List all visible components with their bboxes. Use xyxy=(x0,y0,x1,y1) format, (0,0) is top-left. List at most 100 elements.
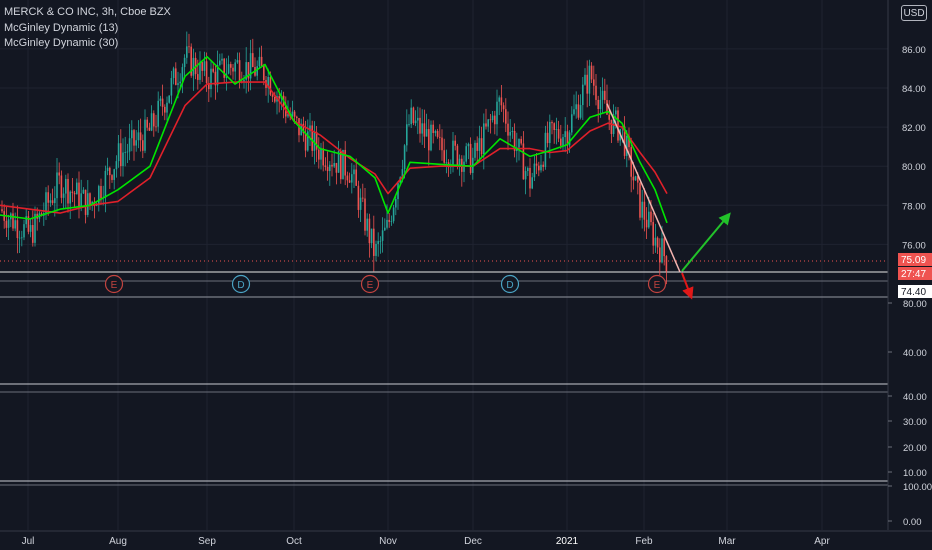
symbol-title[interactable]: MERCK & CO INC, 3h, Cboe BZX xyxy=(4,6,171,18)
candle xyxy=(142,140,144,151)
pane-tick-label: 100.00 xyxy=(903,482,932,493)
pane-tick-label: 40.00 xyxy=(903,392,927,403)
indicator-label-13[interactable]: McGinley Dynamic (13) xyxy=(4,21,119,34)
candle xyxy=(656,237,659,248)
candle xyxy=(465,146,467,162)
candle xyxy=(632,176,635,181)
candle xyxy=(590,65,593,80)
candle xyxy=(216,65,219,86)
candle xyxy=(483,123,485,155)
chart-legend: MERCK & CO INC, 3h, Cboe BZX McGinley Dy… xyxy=(4,5,171,52)
candle xyxy=(529,167,531,189)
candle xyxy=(491,115,494,121)
price-tick-label: 78.00 xyxy=(902,201,926,212)
candle xyxy=(133,130,135,146)
candle xyxy=(452,140,454,165)
candle xyxy=(439,136,441,138)
candle xyxy=(186,46,188,58)
candle xyxy=(157,100,159,127)
candle xyxy=(423,123,426,137)
currency-button[interactable]: USD xyxy=(901,5,927,21)
candle xyxy=(634,176,637,181)
candle xyxy=(214,71,217,86)
candle xyxy=(562,137,564,146)
candle xyxy=(18,237,21,239)
candle xyxy=(458,158,461,167)
pane-tick-label: 0.00 xyxy=(903,517,922,528)
candle xyxy=(659,247,661,263)
candle xyxy=(487,119,489,127)
dividend-marker: D xyxy=(500,274,520,294)
earnings-marker: E xyxy=(360,274,380,294)
pane-tick-label: 30.00 xyxy=(903,417,927,428)
candle xyxy=(5,220,8,228)
candle xyxy=(661,238,663,263)
candle xyxy=(318,149,320,160)
last-price-value: 75.09 xyxy=(901,255,926,266)
candle xyxy=(234,62,236,72)
candle xyxy=(122,152,124,167)
candle xyxy=(29,225,32,232)
time-tick-label: Apr xyxy=(814,536,830,547)
candle xyxy=(223,58,225,78)
candle xyxy=(98,186,100,206)
candle xyxy=(62,193,65,198)
indicator-label-30[interactable]: McGinley Dynamic (30) xyxy=(4,37,119,49)
candle xyxy=(256,66,258,76)
candle xyxy=(379,240,382,242)
candle xyxy=(271,94,274,97)
candle xyxy=(351,174,353,183)
candle xyxy=(586,74,588,94)
time-tick-label: Jul xyxy=(22,536,35,547)
candle xyxy=(597,99,599,109)
candle xyxy=(181,67,184,82)
candle xyxy=(390,221,393,222)
candle xyxy=(414,120,417,124)
candle xyxy=(579,105,582,118)
candle xyxy=(227,64,230,74)
candle xyxy=(606,100,608,115)
event-label: E xyxy=(654,280,661,291)
candle xyxy=(364,198,366,231)
candle xyxy=(219,60,221,66)
candle xyxy=(494,115,496,125)
candle xyxy=(408,124,410,125)
pane-tick-label: 80.00 xyxy=(903,299,927,310)
candle xyxy=(571,114,573,133)
candle xyxy=(467,143,470,147)
candle xyxy=(49,200,52,203)
candle xyxy=(573,109,575,115)
candle xyxy=(131,130,133,139)
candle xyxy=(417,117,419,121)
candle xyxy=(663,238,665,257)
candle xyxy=(650,211,652,223)
candle xyxy=(522,143,525,180)
candle xyxy=(652,222,654,246)
candle xyxy=(80,193,82,208)
candle xyxy=(445,162,448,164)
candle xyxy=(359,197,362,210)
candle xyxy=(604,90,606,101)
candle xyxy=(137,132,140,141)
candle xyxy=(135,140,137,146)
candle xyxy=(296,116,298,119)
candle xyxy=(126,151,129,153)
mcginley-30-line xyxy=(0,81,668,214)
candle xyxy=(199,62,201,80)
candle xyxy=(524,171,527,180)
level-value: 74.40 xyxy=(901,287,926,298)
event-label: E xyxy=(367,280,374,291)
candle xyxy=(47,192,49,203)
candle xyxy=(252,53,254,67)
candle xyxy=(641,201,643,218)
candle xyxy=(150,113,153,131)
candle xyxy=(331,164,333,167)
candle xyxy=(498,97,500,102)
candle xyxy=(637,176,639,183)
candle xyxy=(540,164,542,171)
candle xyxy=(362,197,364,199)
candle xyxy=(124,152,126,153)
candle xyxy=(549,122,551,144)
event-circle xyxy=(360,274,380,294)
candle xyxy=(480,138,483,155)
